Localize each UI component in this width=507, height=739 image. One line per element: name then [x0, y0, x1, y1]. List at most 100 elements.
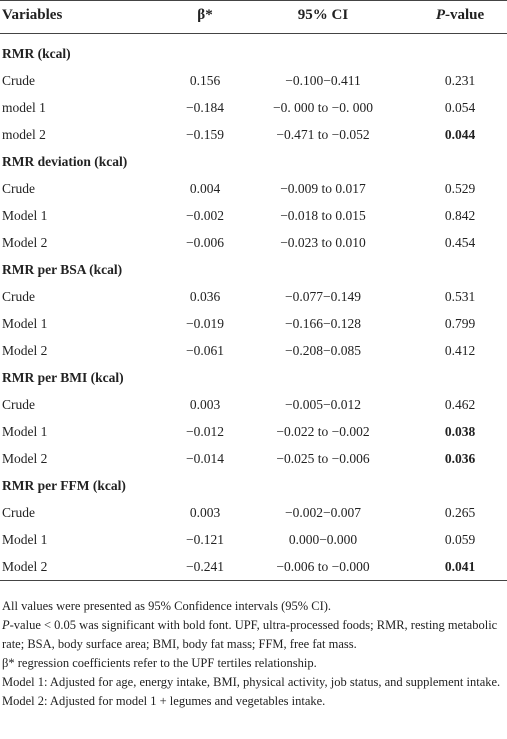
header-italic: P — [435, 7, 445, 23]
cell-text: 0.054 — [444, 100, 476, 115]
cell-text: 0.036 — [444, 451, 476, 466]
cell: −0.012 — [125, 423, 285, 441]
header-text: β* — [197, 7, 213, 23]
section-title: RMR per FFM (kcal) — [2, 477, 126, 495]
cell-text: Model 2 — [2, 451, 48, 466]
cell-text: −0.023 to 0.010 — [280, 235, 366, 250]
footnote-italic: P — [2, 618, 10, 632]
cell: −0.018 to 0.015 — [243, 207, 403, 225]
cell: 0.036 — [125, 288, 285, 306]
cell: 0.265 — [380, 504, 507, 522]
section-title: RMR deviation (kcal) — [2, 153, 127, 171]
cell-text: −0.014 — [186, 451, 224, 466]
cell-text: −0.166−0.128 — [285, 316, 361, 331]
cell: Model 2 — [2, 558, 47, 576]
cell-text: 0.038 — [444, 424, 476, 439]
cell: −0.025 to −0.006 — [243, 450, 403, 468]
column-header: 95% CI — [243, 6, 403, 24]
cell: 0.004 — [125, 180, 285, 198]
header-text: 95% CI — [297, 7, 349, 23]
cell-text: Crude — [2, 505, 35, 520]
cell-text: Model 1 — [2, 532, 48, 547]
cell-text: Model 1 — [2, 316, 48, 331]
cell: Crude — [2, 396, 35, 414]
cell: −0.014 — [125, 450, 285, 468]
cell-text: Model 1 — [2, 424, 48, 439]
footnote-text: -value < 0.05 was significant with bold … — [2, 618, 498, 651]
cell: −0.002−0.007 — [243, 504, 403, 522]
cell-text: 0.036 — [189, 289, 221, 304]
cell-text: −0.100−0.411 — [285, 73, 361, 88]
cell-text: −0.077−0.149 — [285, 289, 361, 304]
cell: 0.231 — [380, 72, 507, 90]
cell-text: 0.799 — [444, 316, 476, 331]
cell-text: −0.241 — [186, 559, 224, 574]
cell: −0.241 — [125, 558, 285, 576]
rule — [0, 580, 507, 581]
column-header: P-value — [380, 6, 507, 24]
cell-text: −0.022 to −0.002 — [276, 424, 370, 439]
cell-text: 0.454 — [444, 235, 476, 250]
cell: Crude — [2, 72, 35, 90]
cell-text: 0.000−0.000 — [288, 532, 358, 547]
footnote: Model 2: Adjusted for model 1 + legumes … — [2, 692, 502, 711]
rule — [0, 0, 507, 1]
cell: 0.038 — [380, 423, 507, 441]
cell: 0.003 — [125, 504, 285, 522]
footnote: P-value < 0.05 was significant with bold… — [2, 616, 502, 654]
cell: 0.454 — [380, 234, 507, 252]
cell-text: 0.531 — [444, 289, 476, 304]
cell: 0.412 — [380, 342, 507, 360]
footnote-text: β* regression coefficients refer to the … — [2, 656, 317, 670]
cell: −0.005−0.012 — [243, 396, 403, 414]
header-text: Variables — [2, 7, 63, 23]
cell: 0.462 — [380, 396, 507, 414]
cell-text: −0.006 — [186, 235, 224, 250]
cell-text: 0.842 — [444, 208, 476, 223]
cell: −0.166−0.128 — [243, 315, 403, 333]
cell-text: −0.019 — [186, 316, 224, 331]
cell: −0.006 to −0.000 — [243, 558, 403, 576]
cell-text: Crude — [2, 181, 35, 196]
cell-text: Crude — [2, 289, 35, 304]
cell: 0.000−0.000 — [243, 531, 403, 549]
cell-text: −0.012 — [186, 424, 224, 439]
cell-text: 0.265 — [444, 505, 476, 520]
cell: Model 1 — [2, 531, 47, 549]
cell: 0.044 — [380, 126, 507, 144]
cell-text: 0.156 — [189, 73, 221, 88]
column-header: β* — [125, 6, 285, 24]
cell: −0.121 — [125, 531, 285, 549]
cell: 0.156 — [125, 72, 285, 90]
cell-text: −0.025 to −0.006 — [276, 451, 370, 466]
cell-text: Crude — [2, 397, 35, 412]
cell: 0.529 — [380, 180, 507, 198]
cell: Crude — [2, 180, 35, 198]
cell: model 1 — [2, 99, 46, 117]
cell: −0.077−0.149 — [243, 288, 403, 306]
cell-text: 0.044 — [444, 127, 476, 142]
footnote-text: Model 1: Adjusted for age, energy intake… — [2, 675, 501, 689]
cell: −0.009 to 0.017 — [243, 180, 403, 198]
cell-text: 0.003 — [189, 397, 221, 412]
cell: 0.003 — [125, 396, 285, 414]
cell-text: −0.002−0.007 — [285, 505, 361, 520]
rule — [0, 33, 507, 34]
cell-text: 0.412 — [444, 343, 476, 358]
footnote: β* regression coefficients refer to the … — [2, 654, 502, 673]
cell-text: −0. 000 to −0. 000 — [273, 100, 373, 115]
cell: model 2 — [2, 126, 46, 144]
cell-text: Model 2 — [2, 559, 48, 574]
cell: −0.100−0.411 — [243, 72, 403, 90]
cell-text: −0.006 to −0.000 — [276, 559, 370, 574]
cell-text: Model 2 — [2, 343, 48, 358]
section-title-text: RMR per BSA (kcal) — [2, 262, 123, 277]
cell: −0.006 — [125, 234, 285, 252]
cell-text: 0.059 — [444, 532, 476, 547]
section-title: RMR (kcal) — [2, 45, 71, 63]
cell: −0.184 — [125, 99, 285, 117]
footnote: Model 1: Adjusted for age, energy intake… — [2, 673, 502, 692]
section-title-text: RMR per BMI (kcal) — [2, 370, 124, 385]
cell-text: model 1 — [2, 100, 46, 115]
